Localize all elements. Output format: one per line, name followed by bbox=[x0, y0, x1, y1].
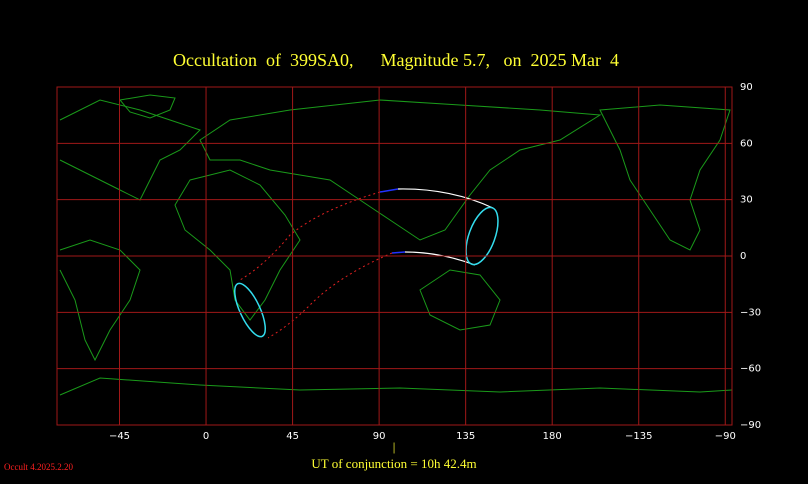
x-tick-label: 135 bbox=[456, 431, 475, 442]
y-tick-label: −60 bbox=[740, 364, 761, 375]
path-north-dotted bbox=[239, 191, 381, 281]
x-tick-label: 45 bbox=[286, 431, 299, 442]
x-tick-label: 0 bbox=[203, 431, 209, 442]
version-label: Occult 4.2025.2.20 bbox=[4, 462, 73, 472]
x-tick-label: −90 bbox=[715, 431, 736, 442]
antarctica bbox=[59, 377, 733, 396]
shadow-ellipse-east bbox=[465, 206, 499, 266]
conjunction-label: UT of conjunction = 10h 42.4m bbox=[311, 456, 476, 471]
y-tick-label: 90 bbox=[740, 82, 753, 93]
conjunction-marker: | bbox=[393, 439, 396, 454]
north-america bbox=[59, 99, 201, 201]
y-tick-label: −30 bbox=[740, 307, 761, 318]
y-tick-label: 60 bbox=[740, 138, 753, 149]
shadow-ellipse-west bbox=[234, 282, 266, 338]
path-north-limit bbox=[397, 188, 494, 209]
greenland bbox=[119, 94, 176, 119]
path-south-daylight bbox=[391, 251, 406, 254]
occultation-path bbox=[234, 188, 499, 339]
chart-title: Occultation of 399SA0, Magnitude 5.7, on… bbox=[173, 50, 619, 70]
y-tick-label: 0 bbox=[740, 251, 746, 262]
x-tick-label: 180 bbox=[543, 431, 562, 442]
americas-east bbox=[599, 104, 731, 251]
eurasia bbox=[199, 99, 602, 241]
y-tick-label: 30 bbox=[740, 195, 753, 206]
map-frame bbox=[56, 86, 733, 426]
path-north-daylight bbox=[379, 188, 399, 193]
y-tick-label: −90 bbox=[740, 420, 761, 431]
x-tick-label: −45 bbox=[109, 431, 130, 442]
africa bbox=[174, 169, 301, 321]
x-tick-label: 90 bbox=[373, 431, 386, 442]
x-tick-label: −135 bbox=[625, 431, 652, 442]
